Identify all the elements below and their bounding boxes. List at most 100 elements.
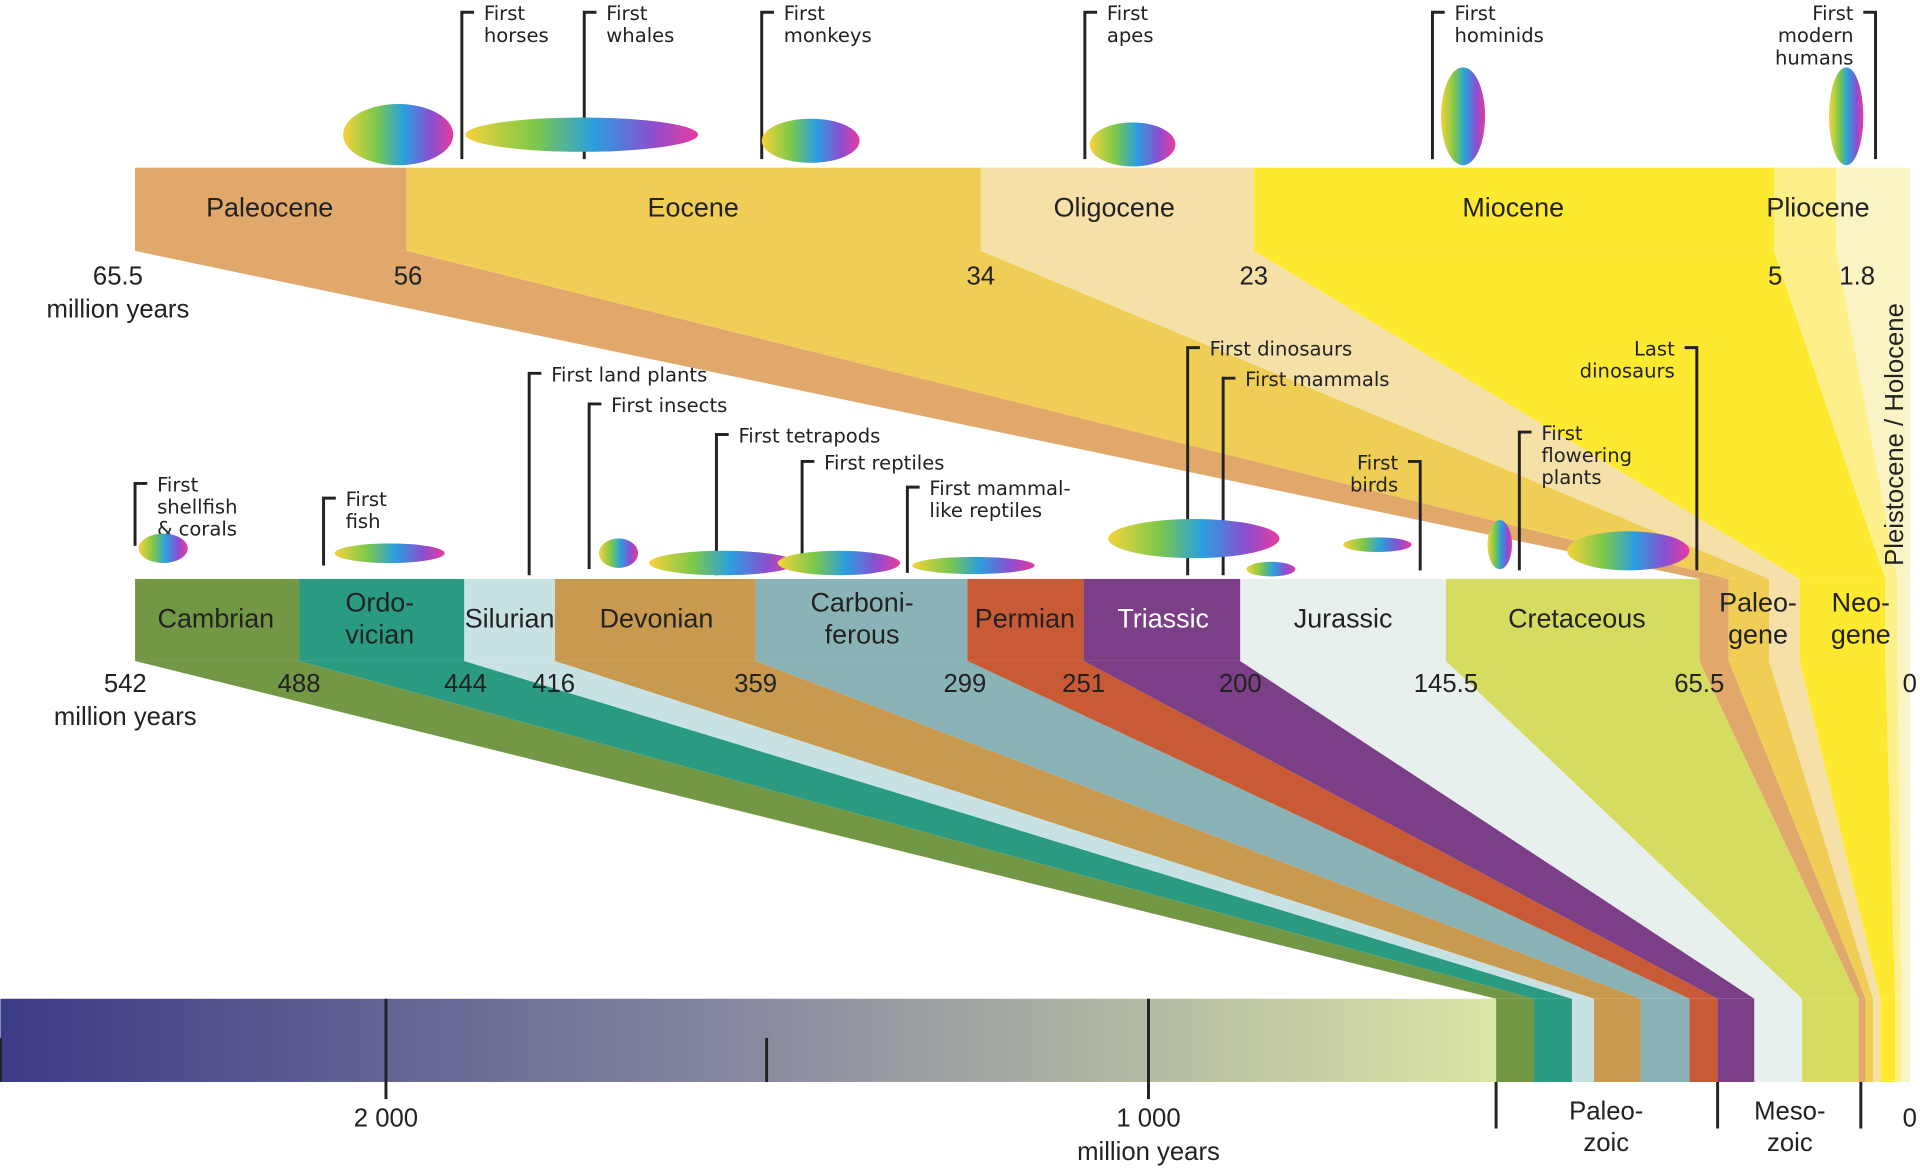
event-label: First tetrapods <box>738 424 880 447</box>
label: Paleo- <box>1719 588 1797 618</box>
period-funnel <box>755 660 1690 999</box>
epoch-bottom <box>1873 998 1881 1082</box>
animal-icon <box>138 533 188 564</box>
event-bracket <box>714 433 729 576</box>
event-label: First land plants <box>551 363 707 386</box>
boundary-label: 5 <box>1768 263 1782 291</box>
unit-label: million years <box>1077 1138 1220 1166</box>
epoch-funnel <box>1773 250 1898 579</box>
event-label: whales <box>606 24 674 47</box>
boundary-label: 56 <box>394 263 423 291</box>
epoch-band <box>135 167 407 251</box>
label: gene <box>1728 620 1788 650</box>
label: Cambrian <box>158 604 275 634</box>
epoch-funnel <box>1799 660 1896 999</box>
boundary-label: 416 <box>532 670 575 698</box>
event-label: First <box>346 488 388 511</box>
label: Carboni- <box>810 588 913 618</box>
event-bracket <box>1517 430 1532 571</box>
epoch-funnel <box>406 250 1770 579</box>
boundary-label: 299 <box>943 670 986 698</box>
boundary-label: 34 <box>967 263 996 291</box>
animal-icon <box>912 556 1035 575</box>
event-label: monkeys <box>784 24 872 47</box>
epoch-funnel <box>1728 660 1874 999</box>
animal-icon <box>1089 122 1176 167</box>
epoch-funnel <box>1897 660 1910 999</box>
animal-icon <box>1246 561 1296 577</box>
boundary-label: 542 <box>104 670 147 698</box>
precambrian-bar <box>0 998 1497 1082</box>
boundary-label: 65.5 <box>93 263 143 291</box>
boundary-label: 0 <box>1903 670 1917 698</box>
event-label: First mammals <box>1245 368 1389 391</box>
period-band <box>554 578 756 661</box>
event-label: First mammal- <box>929 477 1070 500</box>
event-bracket <box>587 402 602 570</box>
event-bracket <box>905 485 920 573</box>
label: Cretaceous <box>1508 604 1646 634</box>
epoch-funnel <box>1836 250 1910 579</box>
epoch-stripe <box>1769 578 1800 661</box>
animal-icon <box>334 543 445 564</box>
unit-label: million years <box>47 296 190 324</box>
label: Eocene <box>648 192 739 222</box>
scale-label: 2 000 <box>354 1105 418 1133</box>
period-bottom <box>1802 998 1859 1082</box>
event-label: First <box>1107 2 1149 25</box>
label: Jurassic <box>1294 604 1393 634</box>
label: Triassic <box>1117 604 1209 634</box>
label: Paleocene <box>206 192 333 222</box>
period-bottom <box>1689 998 1718 1082</box>
period-band <box>464 578 555 661</box>
animal-icon <box>1829 67 1864 166</box>
label: gene <box>1831 620 1891 650</box>
period-bottom <box>1717 998 1755 1082</box>
event-label: First dinosaurs <box>1210 338 1353 361</box>
event-label: First <box>484 2 526 25</box>
period-band <box>1240 578 1446 661</box>
animal-icon <box>649 550 796 576</box>
event-label: birds <box>1350 473 1398 496</box>
event-label: modern <box>1778 24 1854 47</box>
period-bottom <box>1571 998 1595 1082</box>
event-label: like reptiles <box>929 499 1042 522</box>
event-label: Last <box>1634 338 1675 361</box>
event-label: plants <box>1541 466 1601 489</box>
label: vician <box>345 620 414 650</box>
period-funnel <box>1240 660 1803 999</box>
animal-icon <box>598 538 639 568</box>
epoch-bottom <box>1858 998 1866 1082</box>
boundary-label: 1.8 <box>1839 263 1875 291</box>
event-label: First reptiles <box>824 451 944 474</box>
event-bracket <box>1407 459 1422 571</box>
label: Pliocene <box>1766 192 1869 222</box>
animal-icon <box>1567 531 1690 571</box>
event-label: First <box>157 473 199 496</box>
epoch-band <box>406 167 981 251</box>
epoch-stripe <box>1897 578 1910 661</box>
period-bottom <box>1640 998 1690 1082</box>
epoch-stripe <box>1699 578 1729 661</box>
label: Paleo- <box>1569 1097 1643 1125</box>
period-bottom <box>1496 998 1535 1082</box>
event-bracket <box>1863 10 1877 160</box>
period-band <box>1445 578 1700 661</box>
period-bottom <box>1594 998 1641 1082</box>
epoch-funnel <box>1885 660 1902 999</box>
period-band <box>1083 578 1241 661</box>
epoch-bottom <box>1880 998 1896 1082</box>
epoch-stripe <box>1728 578 1770 661</box>
event-label: shellfish <box>157 495 237 518</box>
epoch-bottom <box>1901 998 1910 1082</box>
scale-label: 1 000 <box>1116 1105 1180 1133</box>
epoch-band <box>1773 167 1837 251</box>
event-label: First <box>606 2 648 25</box>
boundary-label: 359 <box>734 670 777 698</box>
label: Miocene <box>1462 192 1564 222</box>
period-band <box>967 578 1084 661</box>
event-label: & corals <box>157 517 237 540</box>
epoch-band <box>1836 167 1910 251</box>
unit-label: million years <box>54 703 197 731</box>
